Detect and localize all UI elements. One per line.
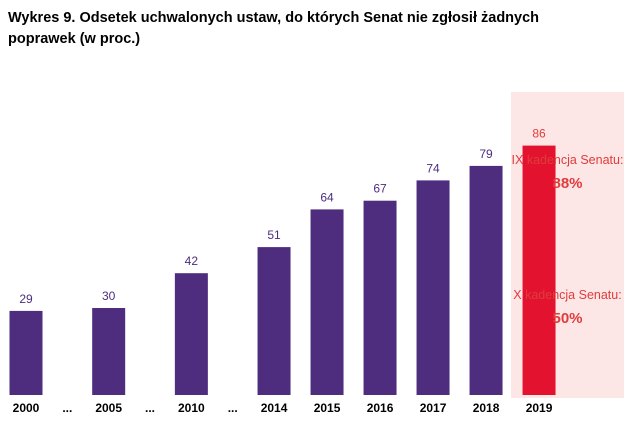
value-label-2014: 51	[267, 228, 281, 242]
value-label-2010: 42	[185, 254, 199, 268]
term-ix-label: IX kadencja Senatu:	[511, 153, 624, 167]
term-ix-annotation: IX kadencja Senatu: 88%	[511, 151, 624, 193]
gap-ellipsis-2010: ...	[228, 401, 238, 415]
bar-2010	[174, 273, 208, 395]
term-ix-value: 88%	[552, 175, 583, 192]
term-x-annotation: X kadencja Senatu: 50%	[511, 286, 624, 328]
category-label-2000: 2000	[13, 401, 40, 415]
value-label-2018: 79	[479, 147, 493, 161]
bar-2015	[310, 209, 344, 395]
gap-ellipsis-2005: ...	[145, 401, 155, 415]
term-x-value: 50%	[552, 310, 583, 327]
category-label-2010: 2010	[178, 401, 205, 415]
bar-2016	[363, 200, 397, 395]
bar-2017	[416, 180, 450, 395]
category-label-2019: 2019	[526, 401, 553, 415]
category-label-2015: 2015	[314, 401, 341, 415]
value-label-2015: 64	[320, 190, 334, 204]
value-label-2005: 30	[102, 289, 116, 303]
category-label-2014: 2014	[261, 401, 288, 415]
chart-title: Wykres 9. Odsetek uchwalonych ustaw, do …	[8, 10, 540, 47]
category-label-2005: 2005	[95, 401, 122, 415]
bar-2018	[469, 165, 503, 395]
category-label-2018: 2018	[473, 401, 500, 415]
value-label-2017: 74	[426, 161, 440, 175]
term-x-label: X kadencja Senatu:	[513, 288, 622, 302]
bar-2014	[257, 247, 291, 395]
value-label-2016: 67	[373, 182, 387, 196]
value-label-2000: 29	[19, 292, 33, 306]
bar-2000	[9, 310, 43, 395]
category-label-2017: 2017	[420, 401, 447, 415]
category-label-2016: 2016	[367, 401, 394, 415]
bar-2005	[92, 308, 126, 395]
value-label-2019: 86	[532, 127, 546, 141]
gap-ellipsis-2000: ...	[62, 401, 72, 415]
bar-2019	[522, 145, 556, 395]
